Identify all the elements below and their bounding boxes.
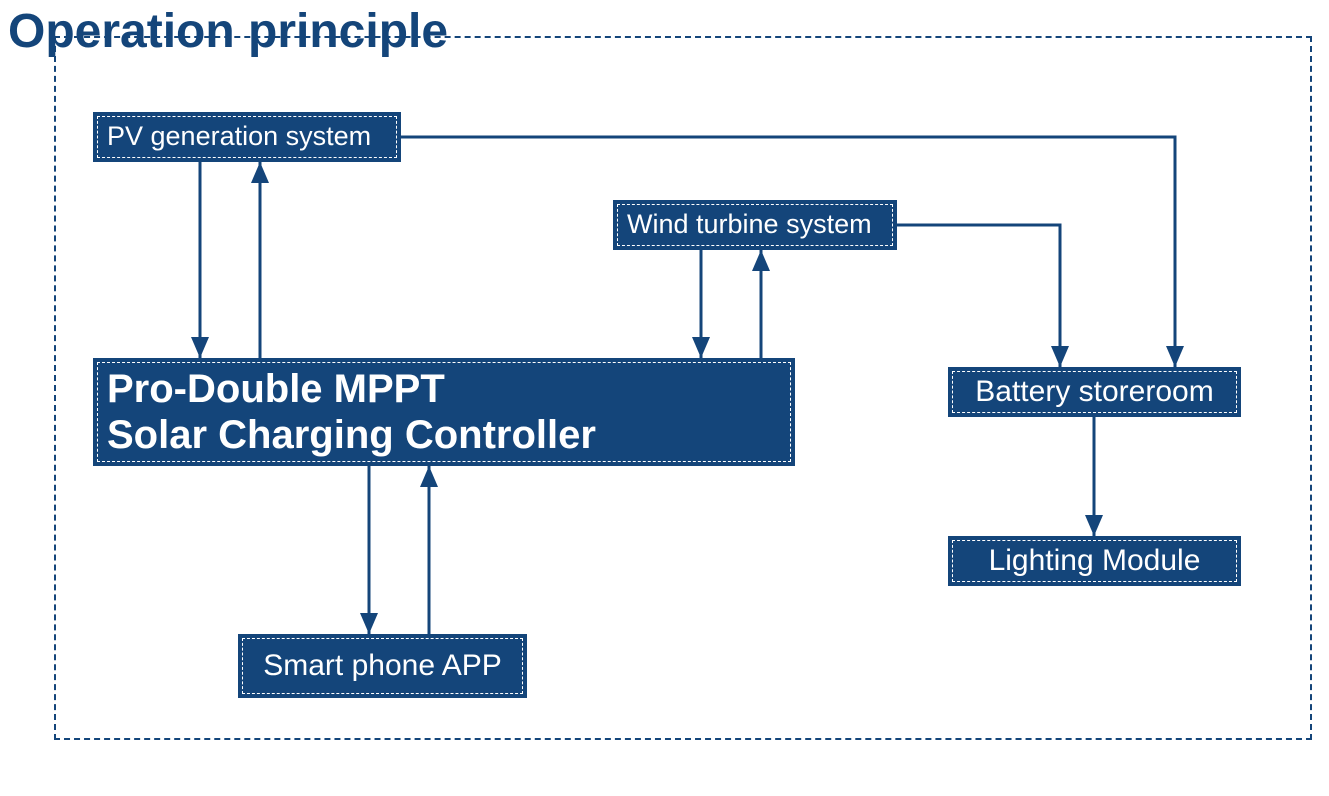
node-label: Battery storeroom [975,375,1213,410]
node-wind-turbine-system: Wind turbine system [613,200,897,250]
node-pv-generation-system: PV generation system [93,112,401,162]
node-smart-phone-app: Smart phone APP [238,634,527,698]
node-label: PV generation system [107,121,371,152]
node-controller: Pro-Double MPPT Solar Charging Controlle… [93,358,795,466]
node-label: Lighting Module [989,544,1201,579]
node-lighting-module: Lighting Module [948,536,1241,586]
node-label: Wind turbine system [627,209,872,240]
node-label: Smart phone APP [263,649,501,684]
node-battery-storeroom: Battery storeroom [948,367,1241,417]
node-label: Pro-Double MPPT Solar Charging Controlle… [107,366,596,458]
